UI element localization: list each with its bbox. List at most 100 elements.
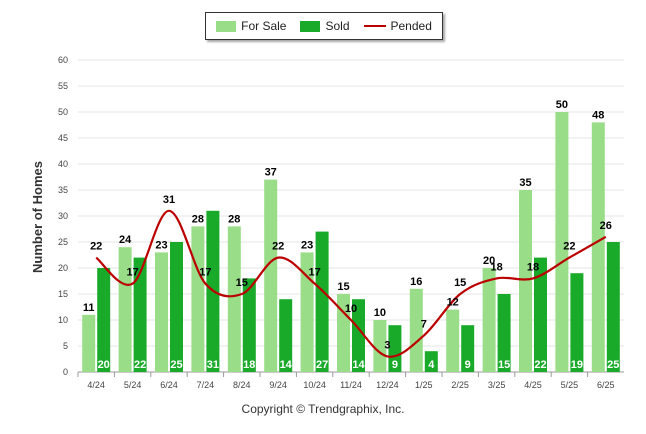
y-tick-label: 60 (58, 55, 68, 65)
data-label-for-sale: 15 (337, 281, 349, 293)
data-label-sold: 31 (207, 359, 219, 371)
bar-for-sale (227, 226, 241, 372)
bar-sold (352, 299, 365, 372)
data-label-sold: 14 (280, 359, 293, 371)
bar-for-sale (155, 252, 168, 372)
x-tick-label: 1/25 (415, 380, 433, 390)
data-label-pended: 22 (90, 241, 102, 253)
y-tick-label: 0 (63, 367, 68, 377)
bars (82, 112, 620, 373)
y-tick-label: 50 (58, 107, 68, 117)
bar-for-sale (264, 179, 278, 372)
data-label-sold: 4 (428, 359, 435, 371)
y-tick-label: 5 (63, 341, 68, 351)
x-tick-label: 12/24 (376, 380, 399, 390)
x-tick-label: 6/24 (160, 380, 178, 390)
x-tick-label: 3/25 (488, 380, 506, 390)
legend-swatch-for-sale (216, 20, 237, 32)
legend-label-pended: Pended (390, 19, 432, 33)
legend-item-sold[interactable]: Sold (300, 19, 350, 33)
legend-item-for-sale[interactable]: For Sale (216, 19, 286, 33)
x-tick-label: 5/24 (124, 380, 142, 390)
bar-sold (424, 351, 438, 372)
data-label-sold: 25 (607, 359, 619, 371)
data-label-sold: 9 (392, 359, 398, 371)
legend: For Sale Sold Pended (205, 12, 443, 40)
bar-sold (461, 325, 475, 372)
y-axis-label: Number of Homes (30, 161, 45, 273)
data-label-for-sale: 23 (301, 239, 313, 251)
x-tick-label: 4/24 (87, 380, 105, 390)
y-tick-label: 15 (58, 289, 68, 299)
data-label-pended: 17 (308, 267, 320, 279)
bar-for-sale (337, 294, 350, 372)
x-tick-label: 11/24 (340, 380, 362, 390)
data-label-pended: 10 (345, 303, 357, 315)
data-label-pended: 15 (236, 277, 248, 289)
x-tick-label: 6/25 (597, 380, 615, 390)
bar-sold (534, 257, 547, 372)
y-tick-label: 25 (58, 237, 68, 247)
y-tick-label: 40 (58, 159, 68, 169)
bar-for-sale (118, 247, 132, 372)
data-label-sold: 15 (498, 359, 510, 371)
data-label-for-sale: 24 (119, 234, 132, 246)
legend-item-pended[interactable]: Pended (363, 19, 432, 33)
legend-swatch-pended (363, 25, 386, 27)
data-label-sold: 18 (243, 359, 255, 371)
data-label-sold: 22 (134, 359, 146, 371)
bar-sold (170, 242, 183, 372)
data-label-sold: 14 (352, 359, 365, 371)
x-tick-label: 4/25 (524, 380, 542, 390)
bar-sold (315, 231, 329, 372)
data-label-pended: 22 (272, 241, 284, 253)
x-tick-label: 2/25 (451, 380, 469, 390)
x-axis-ticks: 4/24 5/24 6/24 7/24 8/24 9/24 10/24 11/24 12/24 1… (77, 372, 615, 390)
bar-for-sale (191, 226, 205, 372)
y-tick-label: 55 (58, 81, 68, 91)
data-label-pended: 18 (490, 261, 502, 273)
data-label-for-sale: 16 (410, 276, 422, 288)
bar-sold (97, 268, 111, 372)
data-label-pended: 3 (384, 339, 390, 351)
x-tick-label: 10/24 (303, 380, 326, 390)
bar-for-sale (446, 309, 460, 372)
data-label-sold: 27 (316, 359, 328, 371)
data-label-sold: 19 (571, 359, 583, 371)
y-tick-label: 20 (58, 263, 68, 273)
bar-sold (279, 299, 293, 372)
data-label-for-sale: 48 (592, 109, 604, 121)
y-tick-label: 10 (58, 315, 68, 325)
gridlines (78, 59, 624, 373)
legend-swatch-sold (300, 20, 321, 32)
data-label-sold: 22 (534, 359, 546, 371)
bar-for-sale (409, 288, 423, 372)
bar-sold (242, 278, 256, 372)
pended-line (95, 209, 607, 358)
data-label-sold: 9 (465, 359, 471, 371)
bar-for-sale (482, 268, 496, 372)
pended-series-line (95, 209, 607, 358)
bar-sold (497, 294, 511, 372)
data-labels: 1120242223252831281837142327151410916412… (83, 99, 620, 371)
y-tick-label: 35 (58, 185, 68, 195)
data-label-pended: 26 (600, 220, 612, 232)
data-label-pended: 17 (199, 267, 211, 279)
data-label-for-sale: 50 (556, 99, 568, 111)
data-label-for-sale: 10 (374, 307, 386, 319)
x-tick-label: 9/24 (269, 380, 287, 390)
data-label-pended: 17 (126, 267, 138, 279)
bar-sold (606, 242, 620, 372)
legend-label-for-sale: For Sale (241, 19, 287, 33)
data-label-for-sale: 12 (447, 297, 459, 309)
x-tick-label: 5/25 (561, 380, 579, 390)
data-label-pended: 31 (163, 194, 175, 206)
bar-for-sale (519, 190, 532, 372)
bar-for-sale (373, 320, 387, 372)
data-label-for-sale: 35 (519, 177, 531, 189)
copyright-text: Copyright © Trendgraphix, Inc. (241, 402, 405, 416)
legend-label-sold: Sold (325, 19, 350, 33)
bar-for-sale (82, 314, 96, 372)
y-tick-label: 30 (58, 211, 68, 221)
